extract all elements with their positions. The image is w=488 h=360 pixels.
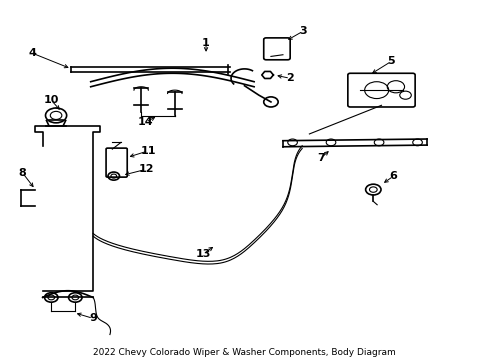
Text: 7: 7 [317, 153, 325, 163]
Text: 4: 4 [28, 48, 36, 58]
Text: 6: 6 [389, 171, 397, 181]
Text: 11: 11 [141, 146, 156, 156]
Text: 9: 9 [89, 313, 97, 323]
Text: 1: 1 [202, 38, 209, 48]
Text: 10: 10 [43, 95, 59, 105]
Text: 5: 5 [386, 57, 394, 67]
Text: 8: 8 [19, 168, 26, 178]
Text: 2022 Chevy Colorado Wiper & Washer Components, Body Diagram: 2022 Chevy Colorado Wiper & Washer Compo… [93, 348, 395, 357]
Text: 13: 13 [196, 249, 211, 258]
Text: 2: 2 [285, 73, 293, 83]
Text: 14: 14 [138, 117, 153, 127]
Text: 12: 12 [138, 165, 153, 174]
Text: 3: 3 [299, 26, 306, 36]
